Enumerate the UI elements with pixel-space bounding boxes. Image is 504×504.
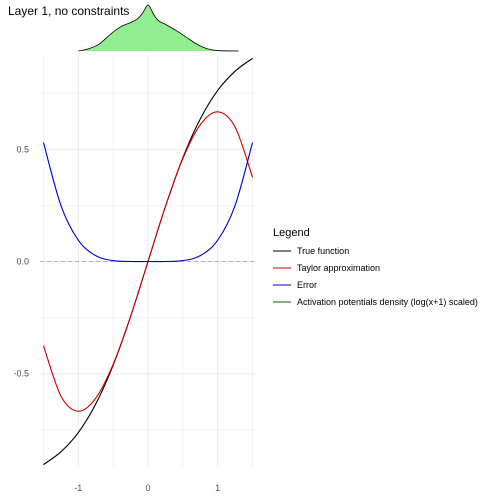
- x-tick-label: 0: [145, 483, 150, 493]
- y-tick-label: -0.5: [13, 369, 29, 379]
- density-panel: [78, 4, 239, 52]
- y-axis-ticks: -0.5 0.0 0.5: [13, 144, 29, 378]
- series-line-error: [42, 142, 254, 263]
- legend: Legend True function Taylor approximation…: [273, 227, 478, 307]
- x-axis-ticks: -1 0 1: [74, 483, 220, 493]
- y-tick-label: 0.5: [16, 144, 29, 154]
- chart-title: Layer 1, no constraints: [8, 4, 129, 18]
- density-area: [78, 5, 239, 51]
- x-tick-label: -1: [74, 483, 82, 493]
- legend-label: Error: [297, 280, 317, 290]
- legend-title: Legend: [273, 227, 310, 239]
- x-tick-label: 1: [215, 483, 220, 493]
- legend-label: Activation potentials density (log(x+1) …: [297, 297, 478, 307]
- legend-label: Taylor approximation: [297, 263, 380, 273]
- y-tick-label: 0.0: [16, 257, 29, 267]
- legend-label: True function: [297, 246, 349, 256]
- series-lines: [42, 57, 254, 466]
- density-outline: [78, 4, 239, 52]
